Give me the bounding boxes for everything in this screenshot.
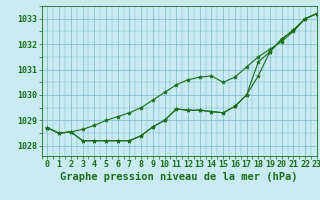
X-axis label: Graphe pression niveau de la mer (hPa): Graphe pression niveau de la mer (hPa) <box>60 172 298 182</box>
